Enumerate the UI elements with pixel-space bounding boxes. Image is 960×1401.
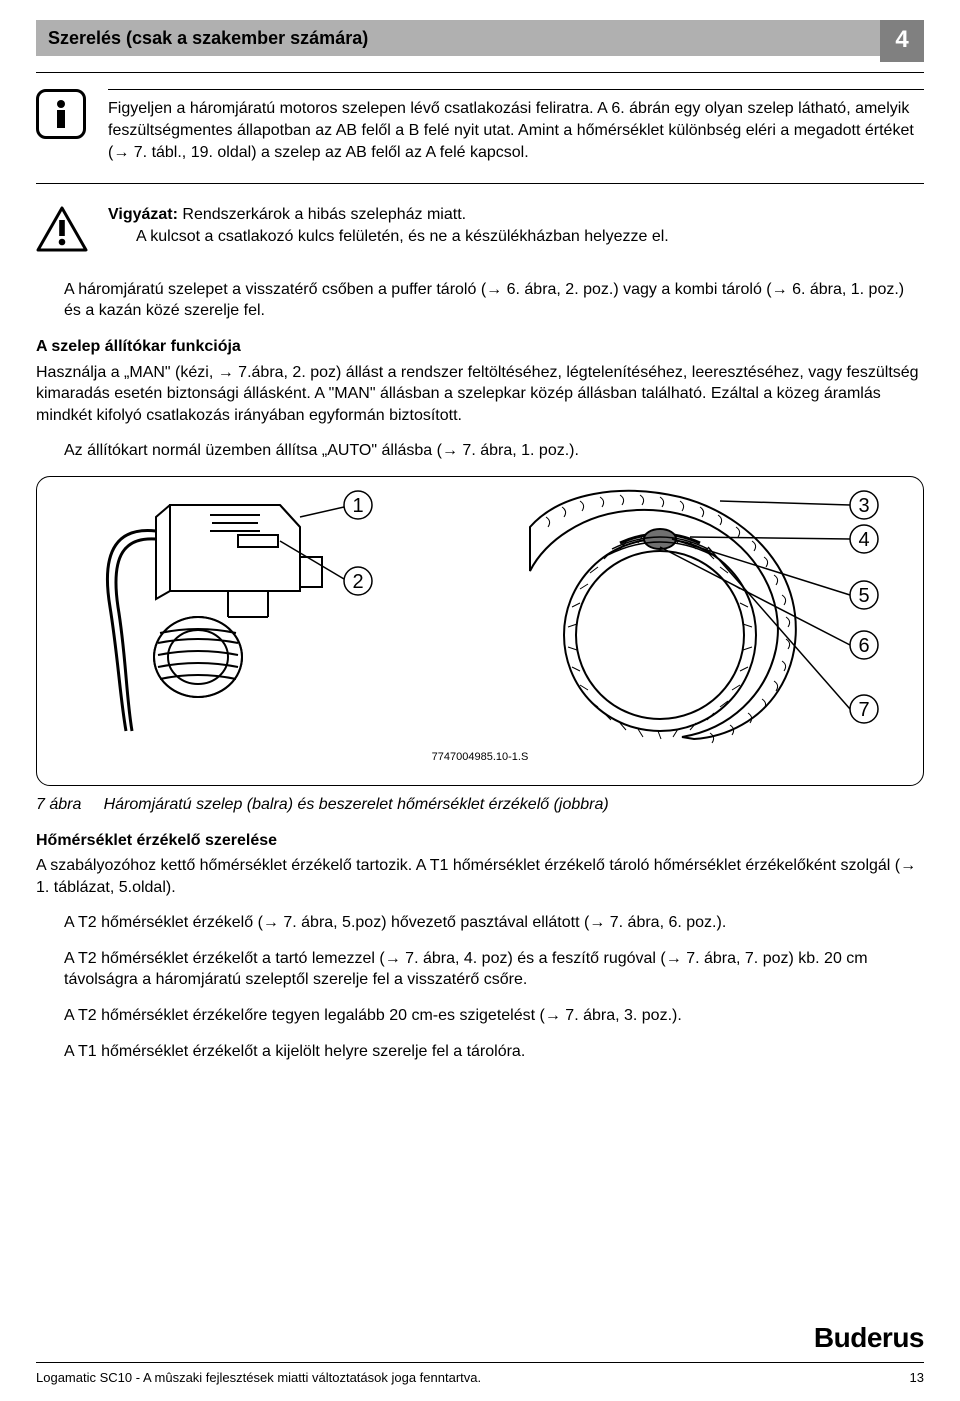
- section-header: Szerelés (csak a szakember számára) 4: [36, 20, 924, 62]
- brand-logo: Buderus: [814, 1319, 924, 1357]
- bullet-2: A T2 hőmérséklet érzékelőt a tartó lemez…: [64, 948, 924, 991]
- callout-2: 2: [352, 571, 363, 593]
- warning-notice: Vigyázat: Rendszerkárok a hibás szelephá…: [36, 204, 924, 261]
- page-number: 13: [910, 1369, 924, 1387]
- info-icon: [36, 89, 86, 139]
- footer-left: Logamatic SC10 - A mûszaki fejlesztések …: [36, 1369, 481, 1387]
- paragraph-2: Használja a „MAN" (kézi, → 7.ábra, 2. po…: [36, 362, 924, 427]
- warning-line2: A kulcsot a csatlakozó kulcs felületén, …: [108, 226, 924, 248]
- paragraph-3: Az állítókart normál üzemben állítsa „AU…: [64, 440, 924, 462]
- paragraph-1: A háromjáratú szelepet a visszatérő csőb…: [64, 279, 924, 322]
- info-notice: Figyeljen a háromjáratú motoros szelepen…: [36, 72, 924, 184]
- callout-7: 7: [858, 699, 869, 721]
- figure-caption-label: 7 ábra: [36, 796, 81, 813]
- bullet-4: A T1 hőmérséklet érzékelőt a kijelölt he…: [64, 1041, 924, 1063]
- bullet-3: A T2 hőmérséklet érzékelőre tegyen legal…: [64, 1005, 924, 1027]
- page-footer: Logamatic SC10 - A mûszaki fejlesztések …: [36, 1362, 924, 1387]
- warning-line1-rest: Rendszerkárok a hibás szelepház miatt.: [178, 206, 466, 223]
- callout-5: 5: [858, 585, 869, 607]
- section-title: Szerelés (csak a szakember számára): [36, 20, 880, 56]
- bullet-1: A T2 hőmérséklet érzékelő (→ 7. ábra, 5.…: [64, 912, 924, 934]
- warning-line1: Vigyázat: Rendszerkárok a hibás szelephá…: [108, 204, 924, 226]
- callout-4: 4: [858, 529, 869, 551]
- figure-code: 7747004985.10-1.S: [51, 750, 909, 765]
- section-number: 4: [880, 20, 924, 62]
- info-text: Figyeljen a háromjáratú motoros szelepen…: [108, 98, 924, 163]
- warning-label: Vigyázat:: [108, 206, 178, 223]
- callout-1: 1: [352, 495, 363, 517]
- paragraph-4: A szabályozóhoz kettő hőmérséklet érzéke…: [36, 855, 924, 898]
- figure-7-drawing: 1 2: [51, 487, 909, 747]
- subhead-sensor-install: Hőmérséklet érzékelő szerelése: [36, 830, 924, 852]
- callout-3: 3: [858, 495, 869, 517]
- subhead-valve-lever: A szelep állítókar funkciója: [36, 336, 924, 358]
- warning-icon: [36, 206, 88, 254]
- callout-6: 6: [858, 635, 869, 657]
- figure-caption: 7 ábra Háromjáratú szelep (balra) és bes…: [36, 794, 924, 816]
- figure-7: 1 2: [36, 476, 924, 786]
- figure-caption-text: Háromjáratú szelep (balra) és beszerelet…: [104, 796, 609, 813]
